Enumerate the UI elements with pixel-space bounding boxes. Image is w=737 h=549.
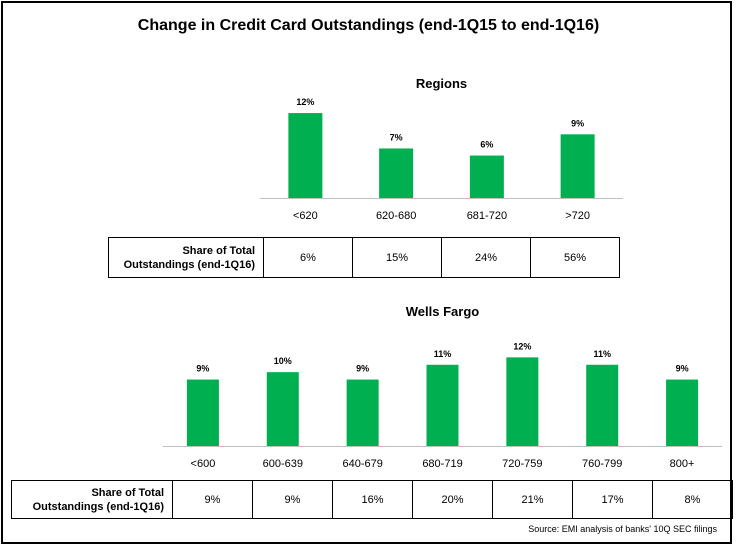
share-header-cell: Share of Total Outstandings (end-1Q16) <box>11 480 173 519</box>
wells-fargo-bar <box>666 379 699 446</box>
wells-fargo-tick-label: <600 <box>191 458 216 470</box>
wells-fargo-data-label: 9% <box>356 364 369 374</box>
share-value-cell: 56% <box>530 237 620 278</box>
wells-fargo-data-label: 11% <box>593 349 611 359</box>
chart-title: Change in Credit Card Outstandings (end-… <box>137 17 600 34</box>
regions-bar <box>560 134 595 198</box>
share-value-cell: 17% <box>572 480 653 519</box>
regions-data-label: 7% <box>390 132 403 142</box>
share-header-cell: Share of Total Outstandings (end-1Q16) <box>108 237 264 278</box>
share-value-cell: 20% <box>412 480 493 519</box>
wells-fargo-bar <box>186 379 219 446</box>
source-note: Source: EMI analysis of banks' 10Q SEC f… <box>528 524 717 534</box>
wells-fargo-bar <box>506 357 539 446</box>
share-value-cell: 9% <box>172 480 253 519</box>
share-value-cell: 24% <box>441 237 531 278</box>
wells-fargo-bar <box>426 364 459 446</box>
share-value-cell: 21% <box>492 480 573 519</box>
regions-share-table: Share of Total Outstandings (end-1Q16) 6… <box>108 237 620 278</box>
regions-tick-label: 681-720 <box>467 210 507 222</box>
wells-fargo-bar <box>346 379 379 446</box>
share-value-cell: 16% <box>332 480 413 519</box>
regions-subtitle: Regions <box>416 76 467 91</box>
share-header-line2: Outstandings (end-1Q16) <box>32 500 164 513</box>
share-value-cell: 15% <box>352 237 442 278</box>
wells-fargo-bar <box>266 372 299 446</box>
wells-fargo-tick-label: 640-679 <box>342 458 382 470</box>
wells-fargo-tick-label: 680-719 <box>422 458 462 470</box>
wells-fargo-data-label: 9% <box>196 364 209 374</box>
regions-bar <box>379 148 414 198</box>
wells-fargo-data-label: 10% <box>274 356 292 366</box>
regions-bar <box>288 113 323 198</box>
wells-fargo-share-table: Share of Total Outstandings (end-1Q16) 9… <box>11 480 733 519</box>
share-header-line2: Outstandings (end-1Q16) <box>123 258 255 271</box>
wells-fargo-data-label: 9% <box>676 364 689 374</box>
regions-bar <box>469 155 504 198</box>
wells-fargo-data-label: 11% <box>434 349 452 359</box>
share-value-cell: 9% <box>252 480 333 519</box>
table-row: Share of Total Outstandings (end-1Q16) 6… <box>108 237 620 278</box>
share-value-cell: 8% <box>652 480 733 519</box>
regions-data-label: 12% <box>296 97 314 107</box>
wells-fargo-subtitle: Wells Fargo <box>406 304 480 319</box>
wells-fargo-tick-label: 720-759 <box>502 458 542 470</box>
regions-tick-label: >720 <box>565 210 590 222</box>
regions-data-label: 6% <box>480 140 493 150</box>
share-header-line1: Share of Total <box>182 244 255 257</box>
wells-fargo-tick-label: 600-639 <box>263 458 303 470</box>
regions-tick-label: <620 <box>293 210 318 222</box>
share-header-line1: Share of Total <box>91 486 164 499</box>
wells-fargo-bar <box>586 364 619 446</box>
share-value-cell: 6% <box>263 237 353 278</box>
table-row: Share of Total Outstandings (end-1Q16) 9… <box>11 480 733 519</box>
regions-tick-label: 620-680 <box>376 210 416 222</box>
regions-data-label: 9% <box>571 118 584 128</box>
wells-fargo-data-label: 12% <box>513 341 531 351</box>
wells-fargo-tick-label: 760-799 <box>582 458 622 470</box>
wells-fargo-tick-label: 800+ <box>670 458 695 470</box>
